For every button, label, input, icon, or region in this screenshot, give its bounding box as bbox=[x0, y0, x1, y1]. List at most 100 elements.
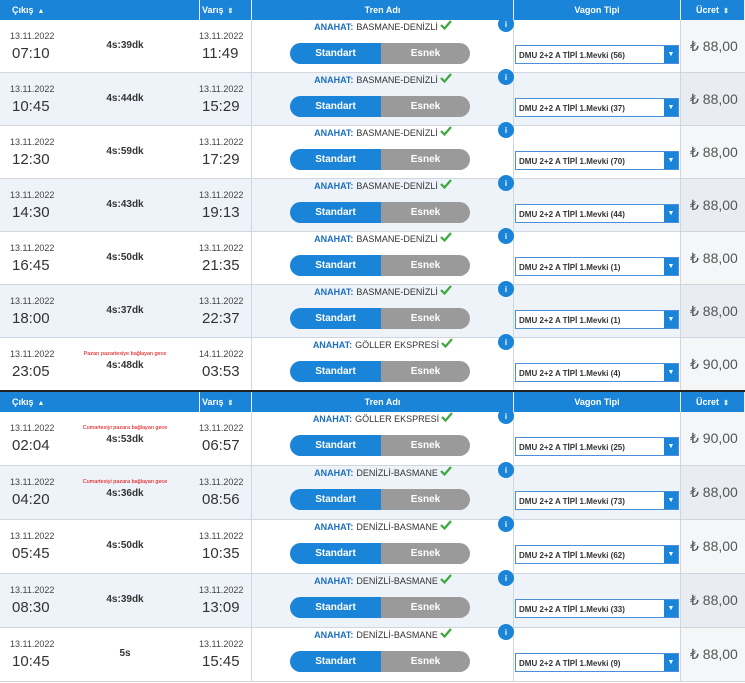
line-name: ANAHAT: bbox=[314, 468, 354, 478]
header-text: Çıkış bbox=[12, 397, 34, 407]
select-arrow: ▼ bbox=[664, 438, 678, 455]
standard-button[interactable]: Standart bbox=[290, 149, 381, 170]
note: Cumartesiyi pazara bağlayan gece bbox=[82, 479, 168, 485]
wagon-type: DMU 2+2 A TİPİ 1.Mevki (62) bbox=[519, 551, 625, 560]
price: ₺ 88,00 bbox=[690, 37, 738, 54]
standard-button[interactable]: Standart bbox=[290, 43, 381, 64]
price-bg bbox=[681, 338, 745, 390]
flex-button[interactable]: Esnek bbox=[381, 435, 470, 456]
standard-button[interactable]: Standart bbox=[290, 435, 381, 456]
duration: 4s:43dk bbox=[106, 199, 144, 210]
wagon-select[interactable]: DMU 2+2 A TİPİ 1.Mevki (37) ▼ bbox=[515, 98, 679, 117]
wagon-select[interactable]: DMU 2+2 A TİPİ 1.Mevki (4) ▼ bbox=[515, 363, 679, 382]
flex-button[interactable]: Esnek bbox=[381, 149, 470, 170]
arrival-date: 13.11.2022 bbox=[199, 531, 244, 541]
sort-icon: ⇕ bbox=[723, 8, 729, 15]
standard-button[interactable]: Standart bbox=[290, 361, 381, 382]
wagon-select[interactable]: DMU 2+2 A TİPİ 1.Mevki (33) ▼ bbox=[515, 599, 679, 618]
header-cell[interactable]: Varış ⇕ bbox=[200, 0, 252, 20]
info-icon[interactable]: i bbox=[498, 175, 514, 191]
table-row: 13.11.2022 10:45 5s 13.11.2022 15:45 ANAHAT: D… bbox=[0, 624, 745, 682]
info-icon[interactable]: i bbox=[498, 334, 514, 350]
line-name: ANAHAT: bbox=[314, 234, 354, 244]
price: ₺ 88,00 bbox=[690, 90, 738, 107]
wagon-select[interactable]: DMU 2+2 A TİPİ 1.Mevki (70) ▼ bbox=[515, 151, 679, 170]
header-cell[interactable]: Ücret ⇕ bbox=[681, 0, 745, 20]
departure-time: 04:20 bbox=[12, 491, 50, 508]
info-icon[interactable]: i bbox=[498, 624, 514, 640]
header-cell[interactable]: Çıkış ▲ bbox=[0, 0, 200, 20]
flex-button[interactable]: Esnek bbox=[381, 651, 470, 672]
wagon-type: DMU 2+2 A TİPİ 1.Mevki (37) bbox=[519, 104, 625, 113]
column-divider bbox=[513, 232, 514, 284]
standard-button[interactable]: Standart bbox=[290, 308, 381, 329]
info-icon[interactable]: i bbox=[498, 228, 514, 244]
duration: 4s:39dk bbox=[106, 594, 144, 605]
info-icon[interactable]: i bbox=[498, 122, 514, 138]
select-arrow: ▼ bbox=[664, 258, 678, 275]
standard-button[interactable]: Standart bbox=[290, 202, 381, 223]
standard-button[interactable]: Standart bbox=[290, 597, 381, 618]
info-icon[interactable]: i bbox=[498, 570, 514, 586]
select-arrow: ▼ bbox=[664, 364, 678, 381]
wagon-select[interactable]: DMU 2+2 A TİPİ 1.Mevki (9) ▼ bbox=[515, 653, 679, 672]
wagon-type: DMU 2+2 A TİPİ 1.Mevki (25) bbox=[519, 443, 625, 452]
flex-button[interactable]: Esnek bbox=[381, 96, 470, 117]
flex-button[interactable]: Esnek bbox=[381, 255, 470, 276]
column-divider bbox=[680, 126, 681, 178]
departure-date: 13.11.2022 bbox=[10, 477, 55, 487]
standard-button[interactable]: Standart bbox=[290, 96, 381, 117]
column-divider bbox=[251, 126, 252, 178]
flex-button[interactable]: Esnek bbox=[381, 308, 470, 329]
flex-button[interactable]: Esnek bbox=[381, 597, 470, 618]
train-name: BASMANE-DENİZLİ bbox=[356, 128, 438, 138]
note: Pazarı pazartesiye bağlayan gece bbox=[83, 351, 167, 357]
select-arrow: ▼ bbox=[664, 99, 678, 116]
info-icon[interactable]: i bbox=[498, 69, 514, 85]
flex-button[interactable]: Esnek bbox=[381, 43, 470, 64]
wagon-select[interactable]: DMU 2+2 A TİPİ 1.Mevki (1) ▼ bbox=[515, 257, 679, 276]
standard-button[interactable]: Standart bbox=[290, 651, 381, 672]
wagon-select[interactable]: DMU 2+2 A TİPİ 1.Mevki (62) ▼ bbox=[515, 545, 679, 564]
wagon-select[interactable]: DMU 2+2 A TİPİ 1.Mevki (25) ▼ bbox=[515, 437, 679, 456]
select-arrow: ▼ bbox=[664, 492, 678, 509]
departure-time: 10:45 bbox=[12, 653, 50, 670]
flex-button[interactable]: Esnek bbox=[381, 543, 470, 564]
table-row: 13.11.2022 05:45 4s:50dk 13.11.2022 10:35 ANA… bbox=[0, 516, 745, 574]
wagon-select[interactable]: DMU 2+2 A TİPİ 1.Mevki (44) ▼ bbox=[515, 204, 679, 223]
header-cell[interactable]: Ücret ⇕ bbox=[681, 392, 745, 412]
line-name: ANAHAT: bbox=[314, 128, 354, 138]
arrival-time: 10:35 bbox=[202, 545, 240, 562]
standard-button[interactable]: Standart bbox=[290, 489, 381, 510]
note: Cumartesiyi pazara bağlayan gece bbox=[82, 425, 168, 431]
flex-button[interactable]: Esnek bbox=[381, 489, 470, 510]
flex-button[interactable]: Esnek bbox=[381, 202, 470, 223]
sort-icon: ▲ bbox=[37, 400, 45, 407]
standard-button[interactable]: Standart bbox=[290, 543, 381, 564]
line-name: ANAHAT: bbox=[312, 340, 353, 350]
train-label: ANAHAT: BASMANE-DENİZLİ bbox=[252, 73, 514, 85]
header-cell[interactable]: Varış ⇕ bbox=[200, 392, 252, 412]
header-cell[interactable]: Çıkış ▲ bbox=[0, 392, 200, 412]
departure-date: 13.11.2022 bbox=[10, 190, 55, 200]
column-divider bbox=[251, 466, 252, 519]
duration: 4s:48dk bbox=[106, 360, 144, 371]
wagon-select[interactable]: DMU 2+2 A TİPİ 1.Mevki (1) ▼ bbox=[515, 310, 679, 329]
line-name: ANAHAT: bbox=[314, 287, 354, 297]
train-label: ANAHAT: GÖLLER EKSPRESİ bbox=[252, 338, 514, 350]
info-icon[interactable]: i bbox=[498, 281, 514, 297]
info-icon[interactable]: i bbox=[498, 462, 514, 478]
train-name: BASMANE-DENİZLİ bbox=[356, 181, 438, 191]
standard-button[interactable]: Standart bbox=[290, 255, 381, 276]
table-row: 13.11.2022 16:45 4s:50dk 13.11.2022 21:35 ANA… bbox=[0, 228, 745, 285]
info-icon[interactable]: i bbox=[498, 408, 514, 424]
arrival-date: 13.11.2022 bbox=[199, 190, 244, 200]
flex-button[interactable]: Esnek bbox=[381, 361, 470, 382]
wagon-select[interactable]: DMU 2+2 A TİPİ 1.Mevki (56) ▼ bbox=[515, 45, 679, 64]
wagon-select[interactable]: DMU 2+2 A TİPİ 1.Mevki (73) ▼ bbox=[515, 491, 679, 510]
train-name: BASMANE-DENİZLİ bbox=[356, 75, 438, 85]
wagon-type: DMU 2+2 A TİPİ 1.Mevki (56) bbox=[519, 51, 625, 60]
info-icon[interactable]: i bbox=[498, 516, 514, 532]
info-icon[interactable]: i bbox=[498, 16, 514, 32]
departure-date: 13.11.2022 bbox=[10, 349, 55, 359]
